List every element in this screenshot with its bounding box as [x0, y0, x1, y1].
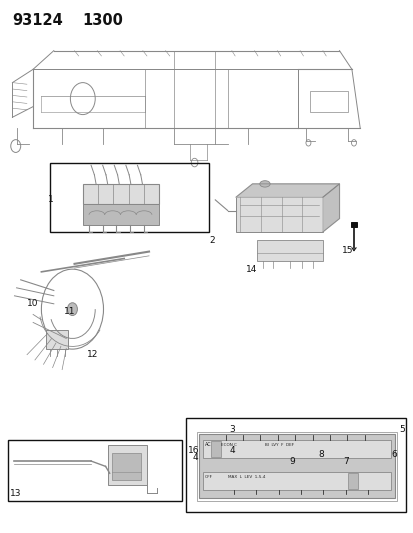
Text: 13: 13	[10, 489, 22, 497]
Bar	[83, 204, 159, 225]
Bar	[347, 473, 357, 489]
Text: 5: 5	[399, 425, 404, 433]
Text: 7: 7	[343, 457, 349, 465]
Text: 3: 3	[229, 425, 235, 433]
Text: 93124: 93124	[12, 13, 63, 28]
Text: 1: 1	[47, 196, 53, 204]
Text: 11: 11	[64, 308, 76, 316]
Bar	[196, 432, 396, 501]
Text: 15: 15	[341, 246, 352, 255]
Text: 8: 8	[318, 450, 324, 458]
Ellipse shape	[259, 181, 270, 187]
Text: BI  LVY  F  DEF: BI LVY F DEF	[264, 442, 293, 447]
Text: 6: 6	[390, 450, 396, 458]
Text: MAX  L  LEV  1-5-4: MAX L LEV 1-5-4	[227, 475, 264, 479]
Text: 16: 16	[188, 446, 199, 455]
Bar	[112, 453, 140, 480]
Bar	[310, 91, 347, 112]
Bar	[211, 441, 221, 457]
Bar	[45, 330, 68, 349]
Bar	[235, 197, 322, 232]
Text: 10: 10	[27, 300, 38, 308]
Bar	[350, 222, 356, 227]
Polygon shape	[322, 184, 339, 232]
Bar	[107, 445, 147, 485]
Text: 9: 9	[289, 457, 295, 465]
Circle shape	[67, 303, 77, 316]
Text: OFF: OFF	[204, 475, 212, 479]
Bar	[256, 240, 322, 261]
Text: ECON C: ECON C	[221, 442, 237, 447]
Polygon shape	[235, 184, 339, 197]
Text: 4: 4	[192, 453, 198, 462]
Bar	[202, 440, 390, 458]
Bar	[198, 434, 394, 498]
Text: 1300: 1300	[83, 13, 123, 28]
Text: AC: AC	[204, 442, 211, 447]
Bar	[8, 440, 182, 501]
Bar	[186, 418, 405, 512]
Text: 12: 12	[87, 350, 98, 359]
Text: 2: 2	[209, 237, 214, 245]
Text: 14: 14	[246, 265, 257, 273]
Bar	[83, 184, 159, 204]
Bar	[50, 163, 209, 232]
Text: 4: 4	[229, 446, 235, 455]
Bar	[202, 472, 390, 490]
